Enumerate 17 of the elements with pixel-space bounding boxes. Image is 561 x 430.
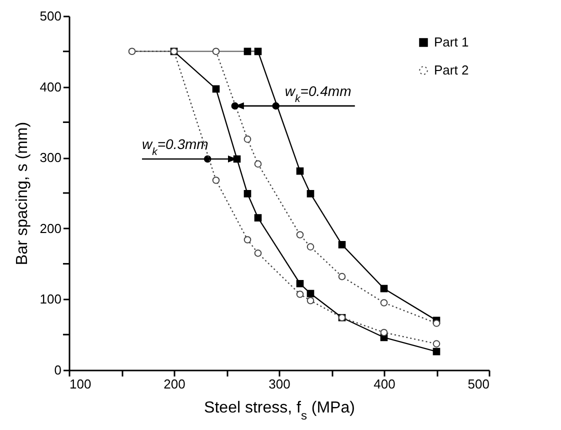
x-tick-label: 300 [268,376,290,392]
legend-label: Part 2 [434,62,469,78]
x-tick-label: 500 [468,376,490,392]
y-tick-label: 500 [40,8,62,24]
y-tick-label: 100 [40,292,62,307]
y-tick-label: 200 [40,220,62,236]
y-tick-label: 400 [40,79,62,94]
x-axis-title: Steel stress, f$_{s}$ (MPa) [204,400,355,422]
y-tick-label: 0 [54,362,62,378]
x-tick-label: 200 [164,376,186,392]
legend-label: Part 1 [434,34,469,50]
annotation: w$_{k}$=0.4mm [284,82,352,105]
y-tick-label: 300 [40,150,62,166]
x-tick-label: 400 [374,376,396,392]
y-axis-title: Bar spacing, s (mm) [14,122,31,266]
annotation: w$_{k}$=0.3mm [142,136,209,158]
x-tick-label: 100 [70,376,92,392]
